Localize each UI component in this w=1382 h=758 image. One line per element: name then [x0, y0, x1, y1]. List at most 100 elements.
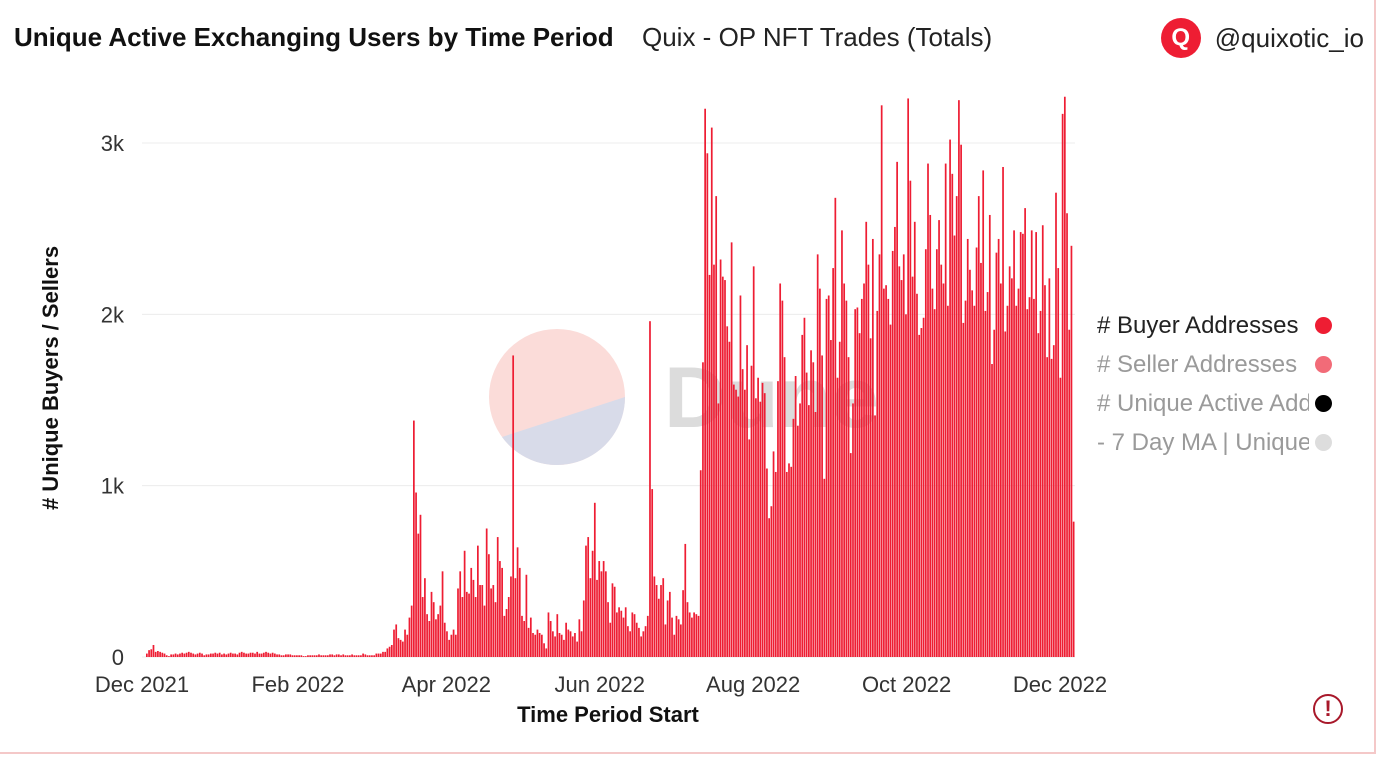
bar[interactable] [201, 653, 203, 657]
bar[interactable] [805, 372, 808, 657]
bar[interactable] [494, 602, 497, 657]
bar[interactable] [916, 293, 918, 657]
bar[interactable] [960, 144, 962, 657]
bar[interactable] [417, 533, 420, 657]
bar[interactable] [209, 653, 212, 657]
bar[interactable] [406, 634, 409, 657]
bar[interactable] [1068, 329, 1071, 657]
bar[interactable] [1063, 96, 1066, 658]
bar[interactable] [457, 588, 459, 657]
bar[interactable] [223, 653, 225, 657]
bar[interactable] [150, 649, 153, 657]
bar[interactable] [576, 641, 579, 657]
bar[interactable] [1061, 113, 1064, 658]
bar[interactable] [276, 654, 278, 657]
bar[interactable] [843, 283, 846, 657]
bar[interactable] [335, 654, 338, 657]
bar[interactable] [883, 288, 885, 657]
bar[interactable] [472, 579, 475, 657]
bar[interactable] [390, 645, 393, 657]
bar[interactable] [304, 656, 307, 657]
bar[interactable] [187, 651, 190, 657]
bar[interactable] [545, 648, 548, 657]
bar[interactable] [580, 631, 583, 657]
bar[interactable] [267, 652, 270, 657]
bar[interactable] [243, 652, 245, 657]
bar[interactable] [825, 298, 828, 657]
bar[interactable] [646, 615, 649, 657]
bar[interactable] [578, 619, 581, 657]
bar[interactable] [357, 655, 360, 657]
bar[interactable] [966, 238, 969, 657]
bar[interactable] [554, 636, 556, 657]
bar[interactable] [450, 634, 453, 657]
bar[interactable] [973, 305, 976, 657]
bar[interactable] [236, 654, 239, 657]
bar[interactable] [238, 652, 241, 657]
bar[interactable] [964, 300, 967, 657]
bar[interactable] [777, 381, 779, 657]
bar[interactable] [322, 655, 325, 657]
bar[interactable] [774, 471, 777, 657]
bar[interactable] [633, 614, 636, 657]
bar[interactable] [269, 653, 272, 657]
bar[interactable] [878, 254, 881, 657]
bar[interactable] [168, 656, 170, 657]
bar[interactable] [307, 655, 309, 657]
bar[interactable] [558, 633, 561, 657]
bar[interactable] [172, 654, 175, 657]
bar[interactable] [642, 631, 645, 657]
bar[interactable] [781, 300, 784, 657]
bar[interactable] [419, 514, 422, 657]
bar[interactable] [808, 405, 810, 657]
bar[interactable] [810, 350, 812, 657]
bar[interactable] [452, 629, 455, 657]
bar[interactable] [999, 283, 1002, 657]
bar[interactable] [355, 655, 358, 657]
bar[interactable] [819, 288, 821, 657]
bar[interactable] [507, 597, 510, 657]
bar[interactable] [1015, 305, 1018, 657]
bar[interactable] [446, 631, 448, 657]
bar[interactable] [905, 314, 907, 657]
bar[interactable] [214, 652, 217, 657]
bar[interactable] [161, 652, 164, 657]
bar[interactable] [816, 254, 819, 657]
bar[interactable] [256, 651, 259, 657]
bar[interactable] [933, 309, 936, 657]
bar[interactable] [719, 259, 722, 657]
bar[interactable] [326, 655, 329, 657]
bar[interactable] [657, 598, 660, 657]
bar[interactable] [309, 655, 312, 657]
bar[interactable] [587, 537, 590, 657]
bar[interactable] [616, 612, 618, 657]
bar[interactable] [951, 173, 954, 657]
bar[interactable] [413, 420, 415, 657]
bar[interactable] [1072, 521, 1075, 657]
bar[interactable] [262, 652, 265, 657]
bar[interactable] [567, 629, 570, 657]
bar[interactable] [955, 196, 958, 658]
bar[interactable] [728, 341, 731, 657]
bar[interactable] [313, 655, 316, 657]
bar[interactable] [311, 655, 314, 657]
bar[interactable] [430, 591, 433, 657]
bar[interactable] [346, 655, 349, 657]
bar[interactable] [598, 561, 601, 657]
bar[interactable] [360, 655, 362, 657]
bar[interactable] [404, 629, 406, 657]
bar[interactable] [461, 597, 464, 657]
bar[interactable] [560, 634, 563, 657]
bar[interactable] [977, 196, 980, 658]
bar[interactable] [677, 619, 680, 657]
bar[interactable] [697, 615, 700, 657]
bar[interactable] [953, 235, 956, 657]
bar[interactable] [668, 591, 671, 657]
bar[interactable] [503, 615, 506, 657]
bar[interactable] [337, 654, 340, 657]
bar[interactable] [190, 652, 192, 657]
bar[interactable] [821, 355, 823, 657]
bar[interactable] [858, 333, 861, 657]
bar[interactable] [620, 610, 623, 657]
bar[interactable] [618, 607, 620, 657]
